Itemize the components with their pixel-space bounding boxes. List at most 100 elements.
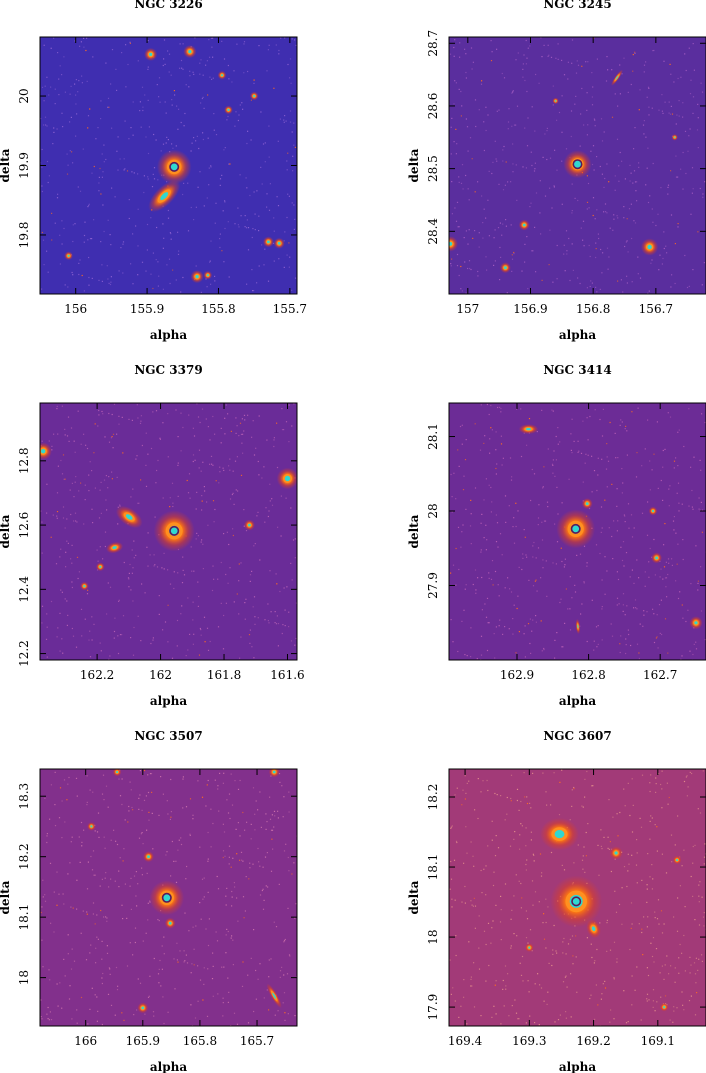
star-source bbox=[217, 70, 227, 80]
x-tick-label: 155.8 bbox=[201, 302, 235, 316]
plot-frame bbox=[39, 768, 298, 1027]
x-tick-label: 156.9 bbox=[513, 302, 547, 316]
y-tick-label: 12.6 bbox=[17, 512, 31, 539]
x-tick-label: 155.9 bbox=[130, 302, 164, 316]
y-axis-label: delta bbox=[407, 514, 421, 548]
x-tick-label: 165.7 bbox=[240, 1034, 274, 1048]
x-axis-label: alpha bbox=[559, 1060, 596, 1073]
x-tick-label: 156.7 bbox=[639, 302, 673, 316]
y-tick-label: 18.3 bbox=[17, 783, 31, 810]
plot-frame bbox=[448, 768, 706, 1027]
y-tick-label: 17.9 bbox=[426, 994, 440, 1021]
x-tick-label: 169.4 bbox=[448, 1034, 483, 1048]
y-axis-label: delta bbox=[0, 880, 12, 914]
x-tick-label: 156 bbox=[64, 302, 87, 316]
star-source bbox=[552, 97, 559, 105]
star-source bbox=[190, 270, 204, 284]
galaxy-source bbox=[148, 180, 181, 213]
x-tick-label: 162.2 bbox=[80, 668, 114, 682]
y-tick-label: 28.6 bbox=[426, 93, 440, 120]
star-source bbox=[671, 134, 678, 141]
star-source bbox=[80, 581, 89, 591]
x-axis-label: alpha bbox=[150, 694, 187, 708]
sky-image bbox=[449, 37, 706, 294]
star-source bbox=[40, 442, 52, 460]
star-source bbox=[651, 552, 662, 564]
galaxy-source bbox=[575, 618, 581, 635]
y-tick-label: 27.9 bbox=[426, 572, 440, 599]
plot-frame bbox=[448, 36, 706, 295]
y-tick-label: 28.7 bbox=[426, 30, 440, 57]
star-source bbox=[273, 237, 285, 249]
star-source bbox=[500, 262, 511, 274]
sky-image bbox=[449, 769, 706, 1026]
panel-title: NGC 3507 bbox=[134, 729, 202, 743]
galaxy-source bbox=[518, 424, 539, 434]
star-source bbox=[112, 769, 122, 777]
x-tick-label: 165.8 bbox=[183, 1034, 217, 1048]
star-source bbox=[648, 506, 658, 516]
panel-5: 166 165.9 165.8 165.7 18 18.1 18.2 18.3 NGC 3507… bbox=[0, 729, 298, 1073]
x-tick-label: 157 bbox=[456, 302, 479, 316]
panel-6: 169.4 169.3 169.2 169.1 17.9 18 18.1 18.2 NGC 36… bbox=[407, 729, 706, 1073]
star-source bbox=[96, 562, 105, 572]
y-tick-label: 18.2 bbox=[426, 784, 440, 811]
panel-title: NGC 3379 bbox=[134, 363, 202, 377]
star-source bbox=[224, 105, 233, 115]
panel-title: NGC 3226 bbox=[134, 0, 202, 11]
galaxy-source bbox=[115, 505, 143, 529]
star-source bbox=[87, 822, 96, 831]
panel-3: 162.2 162 161.8 161.6 12.2 12.4 12.6 12.8 NGC 33… bbox=[0, 363, 305, 708]
panel-title: NGC 3414 bbox=[543, 363, 611, 377]
x-tick-label: 162.7 bbox=[643, 668, 677, 682]
target-galaxy bbox=[563, 150, 592, 179]
star-source bbox=[449, 236, 458, 252]
y-tick-label: 19.9 bbox=[17, 152, 31, 179]
y-axis-label: delta bbox=[0, 148, 12, 182]
x-axis-label: alpha bbox=[150, 1060, 187, 1073]
target-galaxy bbox=[156, 149, 192, 185]
y-tick-label: 12.4 bbox=[17, 576, 31, 603]
y-tick-label: 18.2 bbox=[17, 843, 31, 870]
x-tick-label: 155.7 bbox=[273, 302, 307, 316]
plot-frame bbox=[39, 402, 298, 661]
star-source bbox=[689, 616, 703, 630]
y-tick-label: 18 bbox=[17, 970, 31, 985]
sky-image bbox=[40, 403, 297, 660]
y-tick-label: 20 bbox=[17, 88, 31, 103]
star-source bbox=[641, 238, 659, 256]
y-tick-label: 28.5 bbox=[426, 155, 440, 182]
star-source bbox=[143, 851, 154, 863]
x-tick-label: 156.8 bbox=[576, 302, 610, 316]
panel-title: NGC 3245 bbox=[543, 0, 611, 11]
target-galaxy bbox=[149, 880, 185, 916]
star-source bbox=[659, 1002, 669, 1012]
star-source bbox=[672, 855, 682, 865]
x-tick-label: 165.9 bbox=[126, 1034, 160, 1048]
y-tick-label: 12.8 bbox=[17, 447, 31, 474]
y-tick-label: 18.1 bbox=[426, 854, 440, 881]
star-source bbox=[609, 846, 623, 860]
star-source bbox=[249, 91, 259, 101]
x-tick-label: 162.9 bbox=[500, 668, 534, 682]
star-source bbox=[581, 498, 593, 509]
target-galaxy bbox=[153, 510, 195, 552]
target-galaxy bbox=[550, 875, 603, 928]
panel-4: 162.9 162.8 162.7 27.9 28 28.1 NGC 3414 alpha de… bbox=[407, 363, 706, 708]
x-axis-label: alpha bbox=[150, 328, 187, 342]
x-axis-label: alpha bbox=[559, 328, 596, 342]
sky-image bbox=[40, 769, 297, 1026]
galaxy-source bbox=[266, 983, 282, 1009]
y-tick-label: 12.2 bbox=[17, 640, 31, 667]
galaxy-source bbox=[611, 69, 623, 86]
star-source bbox=[525, 943, 534, 952]
galaxy-source bbox=[540, 817, 579, 851]
y-tick-label: 28.1 bbox=[426, 423, 440, 450]
x-tick-label: 161.8 bbox=[207, 668, 241, 682]
panel-1: 156 155.9 155.8 155.7 19.8 19.9 20 NGC 3226 alph… bbox=[0, 0, 307, 342]
x-tick-label: 162.8 bbox=[571, 668, 605, 682]
star-source bbox=[276, 467, 297, 490]
x-tick-label: 169.1 bbox=[641, 1034, 675, 1048]
x-tick-label: 166 bbox=[74, 1034, 97, 1048]
